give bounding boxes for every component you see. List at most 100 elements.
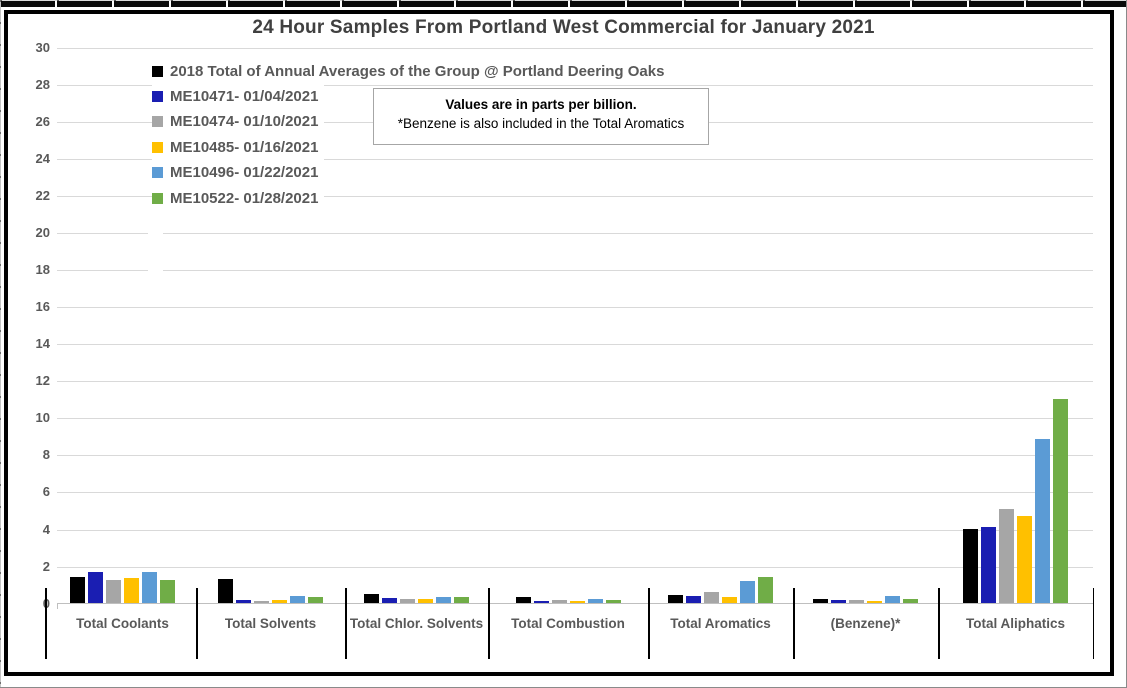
- annotation-units-line: Values are in parts per billion.: [445, 97, 637, 112]
- bar: [885, 595, 900, 603]
- y-axis-label: 4: [42, 521, 50, 537]
- bar: [400, 599, 415, 603]
- category-label: Total Combustion: [511, 616, 625, 631]
- annotation-box: Values are in parts per billion. *Benzen…: [373, 88, 709, 145]
- bar: [722, 597, 737, 603]
- bar: [668, 594, 683, 603]
- bar: [70, 577, 85, 603]
- legend-label: ME10471- 01/04/2021: [170, 87, 319, 105]
- y-axis-label: 6: [42, 484, 50, 500]
- bar: [569, 601, 585, 603]
- bar: [1053, 398, 1068, 603]
- y-axis-label: 26: [35, 114, 50, 130]
- bar: [1035, 439, 1050, 603]
- bar: [1017, 516, 1032, 603]
- legend-label: 2018 Total of Annual Averages of the Gro…: [170, 62, 665, 80]
- category-label: Total Chlor. Solvents: [349, 616, 484, 631]
- bar: [849, 600, 864, 603]
- legend-spacer: [148, 210, 163, 272]
- bar: [106, 579, 121, 603]
- category-divider-tick: [488, 588, 490, 659]
- y-axis-label: 8: [42, 447, 50, 463]
- bar: [867, 601, 882, 603]
- bar: [515, 597, 531, 603]
- y-axis-label: 22: [35, 188, 50, 204]
- bar: [236, 600, 251, 603]
- category-divider-tick: [938, 588, 940, 659]
- category-label: Total Aliphatics: [965, 616, 1065, 631]
- gridline: [57, 48, 1093, 50]
- gridline: [57, 159, 1093, 161]
- bar: [704, 591, 719, 603]
- legend-swatch: [152, 141, 163, 153]
- bar: [254, 601, 269, 603]
- category-divider-tick: [793, 588, 795, 659]
- spreadsheet-top-edge: [0, 1, 1127, 7]
- legend-item: ME10485- 01/16/2021: [152, 134, 325, 161]
- y-axis-label: 12: [35, 373, 50, 389]
- legend-swatch: [152, 90, 163, 102]
- category-label: (Benzene)*: [830, 616, 901, 631]
- chart-title: 24 Hour Samples From Portland West Comme…: [252, 17, 875, 38]
- bar: [290, 595, 305, 603]
- bar: [551, 600, 567, 603]
- legend-label: ME10522- 01/28/2021: [170, 189, 319, 207]
- gridline: [57, 492, 1093, 494]
- y-axis-label: 14: [35, 336, 50, 352]
- y-axis-label: 28: [35, 77, 50, 93]
- legend-item: ME10522- 01/28/2021: [152, 185, 325, 211]
- bar: [364, 593, 379, 603]
- legend-item: ME10496- 01/22/2021: [152, 159, 325, 186]
- gridline: [57, 529, 1093, 531]
- bar: [454, 596, 469, 603]
- gridline: [57, 270, 1093, 272]
- axis-origin-tick: [57, 603, 58, 609]
- bar: [999, 508, 1014, 603]
- y-axis-label: 2: [42, 558, 50, 574]
- x-axis-line: [57, 603, 1093, 604]
- bar: [272, 600, 287, 603]
- spreadsheet-top-hairline: [0, 0, 1127, 1]
- bar: [382, 598, 397, 603]
- bar: [124, 578, 139, 603]
- legend-swatch: [152, 116, 163, 128]
- bar: [218, 578, 233, 603]
- legend-swatch: [152, 167, 163, 179]
- gridline: [57, 418, 1093, 420]
- legend-item: ME10474- 01/10/2021: [152, 108, 325, 135]
- gridline: [57, 381, 1093, 383]
- bar: [831, 600, 846, 603]
- gridline: [57, 344, 1093, 346]
- category-divider-tick: [648, 588, 650, 659]
- y-axis-label: 10: [35, 410, 50, 426]
- legend-item: ME10471- 01/04/2021: [152, 83, 325, 110]
- bar: [813, 599, 828, 603]
- category-divider-tick: [196, 588, 198, 659]
- category-divider-tick: [345, 588, 347, 659]
- bar: [436, 597, 451, 603]
- y-axis-label: 20: [35, 225, 50, 241]
- annotation-benzene-line: *Benzene is also included in the Total A…: [397, 116, 685, 131]
- category-divider-tick: [1093, 588, 1094, 659]
- category-label: Total Aromatics: [670, 616, 771, 631]
- category-divider-tick: [45, 588, 47, 659]
- bar: [308, 596, 323, 603]
- bar: [963, 529, 978, 603]
- bar: [418, 599, 433, 603]
- bar: [587, 599, 603, 603]
- legend-swatch: [152, 65, 163, 77]
- bar: [903, 599, 918, 603]
- bar: [740, 580, 755, 603]
- bar: [758, 577, 773, 603]
- legend-label: ME10474- 01/10/2021: [170, 113, 319, 131]
- category-label: Total Solvents: [224, 616, 317, 631]
- gridline: [57, 455, 1093, 457]
- bar: [605, 600, 621, 603]
- legend-item: 2018 Total of Annual Averages of the Gro…: [152, 58, 671, 84]
- bar: [686, 595, 701, 603]
- bar: [981, 527, 996, 603]
- bar: [160, 579, 175, 603]
- gridline: [57, 307, 1093, 309]
- gridline: [57, 196, 1093, 198]
- category-label: Total Coolants: [76, 616, 169, 631]
